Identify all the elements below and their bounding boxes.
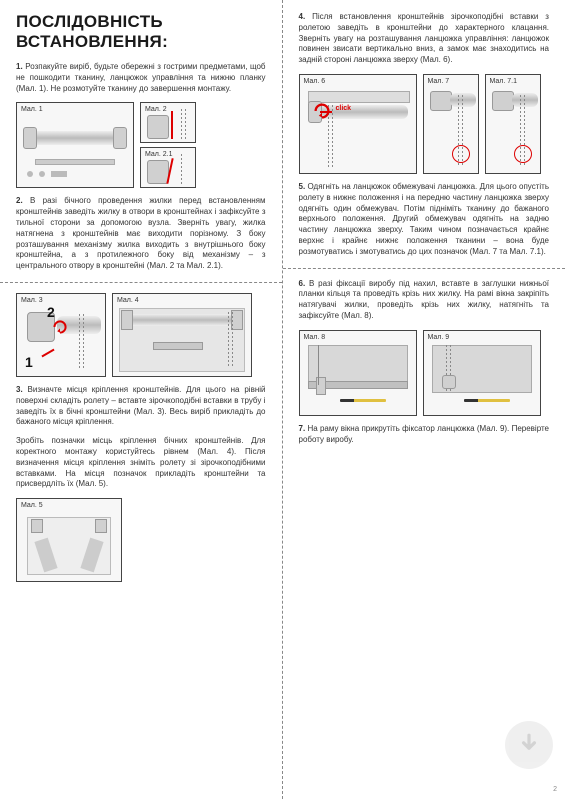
fig-row-2: Мал. 3 1 2 Мал. 4	[16, 293, 266, 377]
figure-5: Мал. 5	[16, 498, 122, 582]
figure-5-label: Мал. 5	[21, 502, 43, 509]
step-3-body: Визначте місця кріплення кронштейнів. Дл…	[16, 385, 266, 426]
figure-6: Мал. 6 click	[299, 74, 417, 174]
figure-1-label: Мал. 1	[21, 106, 43, 113]
fig-row-1: Мал. 1 Мал. 2 Мал. 2.1	[16, 102, 266, 188]
step-3-text: 3. Визначте місця кріплення кронштейнів.…	[16, 385, 266, 428]
fig-row-3: Мал. 5	[16, 498, 266, 582]
step-5-body: Одягніть на ланцюжок обмежувачі ланцюжка…	[299, 182, 550, 256]
figure-9: Мал. 9	[423, 330, 541, 416]
figure-7-1-label: Мал. 7.1	[490, 78, 518, 85]
click-label: click	[336, 105, 352, 112]
step-4-body: Після встановлення кронштейнів зірочкопо…	[299, 12, 550, 64]
step-3b-text: Зробіть позначки місць кріплення бічних …	[16, 436, 266, 490]
step-7-text: 7. На раму вікна прикрутіть фіксатор лан…	[299, 424, 550, 446]
left-column: ПОСЛІДОВНІСТЬ ВСТАНОВЛЕННЯ: 1. Розпакуйт…	[0, 0, 283, 799]
fig-row-5: Мал. 8 Мал. 9	[299, 330, 550, 416]
figure-9-label: Мал. 9	[428, 334, 450, 341]
figure-3-num1: 1	[25, 354, 33, 370]
figure-7-1: Мал. 7.1	[485, 74, 541, 174]
page: ПОСЛІДОВНІСТЬ ВСТАНОВЛЕННЯ: 1. Розпакуйт…	[0, 0, 565, 799]
step-2-text: 2. В разі бічного проведення жилки перед…	[16, 196, 266, 272]
step-7-body: На раму вікна прикрутіть фіксатор ланцюж…	[299, 424, 550, 444]
step-5-text: 5. Одягніть на ланцюжок обмежувачі ланцю…	[299, 182, 550, 258]
figure-3-label: Мал. 3	[21, 297, 43, 304]
step-1-body: Розпакуйте виріб, будьте обережні з гост…	[16, 62, 266, 93]
figure-3: Мал. 3 1 2	[16, 293, 106, 377]
figure-4: Мал. 4	[112, 293, 252, 377]
page-number: 2	[553, 786, 557, 793]
step-6-body: В разі фіксації виробу під нахил, вставт…	[299, 279, 550, 320]
watermark-icon	[505, 721, 553, 769]
figure-2: Мал. 2	[140, 102, 196, 143]
left-divider	[0, 282, 282, 283]
figure-2-1: Мал. 2.1	[140, 147, 196, 188]
figure-2-1-label: Мал. 2.1	[145, 151, 173, 158]
step-1-text: 1. Розпакуйте виріб, будьте обережні з г…	[16, 62, 266, 94]
figure-2-label: Мал. 2	[145, 106, 167, 113]
figure-8: Мал. 8	[299, 330, 417, 416]
step-6-text: 6. В разі фіксації виробу під нахил, вст…	[299, 279, 550, 322]
page-title: ПОСЛІДОВНІСТЬ ВСТАНОВЛЕННЯ:	[16, 12, 266, 52]
figure-7: Мал. 7	[423, 74, 479, 174]
step-4-text: 4. Після встановлення кронштейнів зірочк…	[299, 12, 550, 66]
step-2-body: В разі бічного проведення жилки перед вс…	[16, 196, 266, 270]
fig-row-4: Мал. 6 click Мал. 7 Мал. 7.1	[299, 74, 550, 174]
right-column: 4. Після встановлення кронштейнів зірочк…	[283, 0, 565, 799]
right-divider	[283, 268, 565, 269]
figure-3-num2: 2	[47, 304, 55, 320]
figure-4-label: Мал. 4	[117, 297, 139, 304]
figure-1: Мал. 1	[16, 102, 134, 188]
figure-7-label: Мал. 7	[428, 78, 450, 85]
figure-6-label: Мал. 6	[304, 78, 326, 85]
figure-8-label: Мал. 8	[304, 334, 326, 341]
